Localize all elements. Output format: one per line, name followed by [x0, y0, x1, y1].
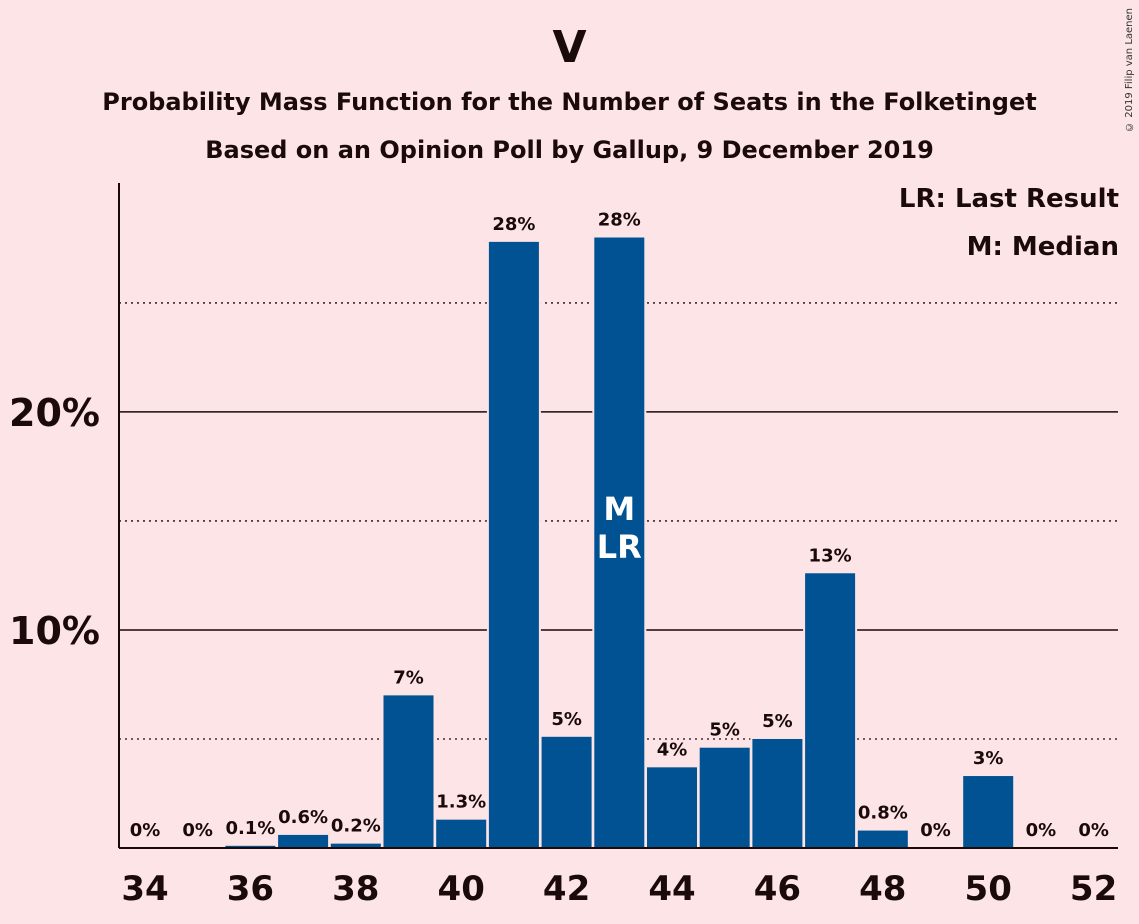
x-tick-label-52: 52	[1070, 869, 1117, 909]
legend-last-result: LR: Last Result	[898, 184, 1119, 214]
bar-50	[963, 776, 1014, 848]
chart-subtitle-poll: Based on an Opinion Poll by Gallup, 9 De…	[205, 136, 934, 164]
bar-45	[699, 747, 750, 848]
bar-38	[330, 843, 381, 848]
x-tick-label-38: 38	[332, 869, 379, 909]
median-mark: M	[603, 490, 635, 528]
bar-43	[594, 237, 645, 849]
bar-value-label-34: 0%	[130, 820, 161, 841]
bar-42	[541, 736, 592, 848]
bar-value-label-38: 0.2%	[331, 816, 381, 837]
bar-value-label-42: 5%	[551, 709, 582, 730]
bar-value-label-40: 1.3%	[436, 792, 486, 813]
x-tick-label-50: 50	[965, 869, 1012, 909]
bar-value-label-39: 7%	[393, 667, 424, 688]
bar-37	[278, 834, 329, 848]
bar-value-label-47: 13%	[809, 545, 852, 566]
legend-median: M: Median	[966, 232, 1119, 262]
x-tick-label-48: 48	[859, 869, 906, 909]
bar-value-label-43: 28%	[598, 210, 641, 231]
bar-value-label-51: 0%	[1026, 820, 1057, 841]
chart-subtitle: Probability Mass Function for the Number…	[102, 88, 1037, 116]
bar-48	[857, 830, 908, 848]
y-tick-label-10: 10%	[9, 609, 100, 653]
bar-value-label-50: 3%	[973, 748, 1004, 769]
chart-title: V	[552, 22, 587, 73]
bar-value-label-45: 5%	[709, 720, 740, 741]
bar-value-label-46: 5%	[762, 711, 793, 732]
x-tick-label-34: 34	[121, 869, 168, 909]
bar-value-label-52: 0%	[1078, 820, 1109, 841]
bar-47	[805, 573, 856, 848]
x-tick-label-44: 44	[648, 869, 695, 909]
x-tick-label-40: 40	[438, 869, 485, 909]
bar-value-label-49: 0%	[920, 820, 951, 841]
bar-40	[436, 819, 487, 848]
bar-41	[488, 241, 539, 849]
x-tick-label-46: 46	[754, 869, 801, 909]
bar-36	[225, 845, 276, 848]
bar-value-label-36: 0.1%	[225, 818, 275, 839]
bar-39	[383, 695, 434, 848]
bar-value-label-48: 0.8%	[858, 803, 908, 824]
bar-value-label-44: 4%	[657, 739, 688, 760]
bar-46	[752, 738, 803, 848]
y-tick-label-20: 20%	[9, 391, 100, 435]
bar-44	[647, 767, 697, 848]
last-result-mark: LR	[597, 528, 642, 566]
bar-value-label-37: 0.6%	[278, 807, 328, 828]
bar-value-label-41: 28%	[492, 214, 535, 235]
x-tick-label-36: 36	[227, 869, 274, 909]
x-tick-label-42: 42	[543, 869, 590, 909]
bar-value-label-35: 0%	[182, 820, 213, 841]
